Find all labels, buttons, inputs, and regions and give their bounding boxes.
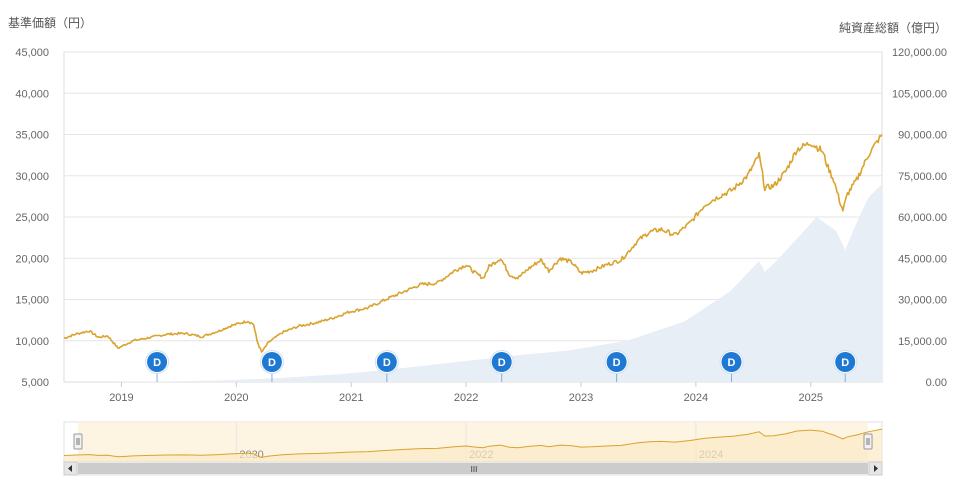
net-assets-area bbox=[64, 184, 882, 382]
scroll-right-button[interactable] bbox=[868, 461, 883, 476]
navigator-right-handle[interactable] bbox=[863, 433, 873, 450]
right-tick-label: 45,000.00 bbox=[898, 253, 947, 265]
left-tick-label: 30,000 bbox=[15, 171, 49, 183]
left-tick-label: 35,000 bbox=[15, 130, 49, 142]
navigator-left-handle[interactable] bbox=[73, 433, 83, 450]
right-axis-ticks: 0.00 15,000.00 30,000.00 45,000.00 60,000.00… bbox=[892, 47, 947, 389]
right-tick-label: 120,000.00 bbox=[892, 47, 947, 59]
x-tick-label: 2021 bbox=[339, 392, 363, 404]
scroll-left-button[interactable] bbox=[63, 461, 78, 476]
dividend-marker-label: D bbox=[728, 357, 736, 369]
navigator[interactable]: 202020222024 bbox=[63, 421, 883, 463]
dividend-marker[interactable]: D bbox=[374, 350, 399, 383]
scrollbar-thumb-grip: III bbox=[471, 465, 478, 474]
dividend-marker[interactable]: D bbox=[259, 350, 284, 383]
right-axis-title: 純資産総額（億円） bbox=[839, 20, 947, 35]
left-tick-label: 10,000 bbox=[15, 336, 49, 348]
dividend-marker-label: D bbox=[383, 357, 391, 369]
navigator-line bbox=[63, 428, 883, 462]
dividend-marker-label: D bbox=[841, 357, 849, 369]
nav-line bbox=[63, 134, 883, 353]
left-tick-label: 20,000 bbox=[15, 253, 49, 265]
dividend-marker[interactable]: D bbox=[719, 350, 744, 383]
x-tick-label: 2024 bbox=[684, 392, 708, 404]
navigator-area bbox=[64, 429, 882, 462]
x-axis-ticks: 2019 2020 2021 2022 2023 2024 2025 bbox=[109, 382, 823, 404]
navigator-nav-line bbox=[63, 428, 883, 458]
scrollbar[interactable]: III bbox=[63, 461, 883, 476]
x-tick-label: 2020 bbox=[224, 392, 248, 404]
right-tick-label: 105,000.00 bbox=[892, 88, 947, 100]
right-tick-label: 75,000.00 bbox=[898, 171, 947, 183]
left-tick-label: 25,000 bbox=[15, 212, 49, 224]
left-axis-ticks: 5,000 10,000 15,000 20,000 25,000 30,000 35,00… bbox=[15, 47, 49, 389]
right-tick-label: 90,000.00 bbox=[898, 130, 947, 142]
scrollbar-thumb[interactable] bbox=[78, 463, 868, 474]
chevron-left-icon bbox=[68, 465, 72, 472]
x-tick-label: 2019 bbox=[109, 392, 133, 404]
left-tick-label: 45,000 bbox=[15, 47, 49, 59]
left-tick-label: 5,000 bbox=[21, 377, 49, 389]
chevron-right-icon bbox=[874, 465, 878, 472]
right-tick-label: 15,000.00 bbox=[898, 336, 947, 348]
dividend-marker-label: D bbox=[153, 357, 161, 369]
dividend-marker[interactable]: D bbox=[489, 350, 514, 383]
x-tick-label: 2022 bbox=[454, 392, 478, 404]
dividend-marker-label: D bbox=[613, 357, 621, 369]
right-tick-label: 0.00 bbox=[926, 377, 947, 389]
x-tick-label: 2023 bbox=[569, 392, 593, 404]
right-tick-label: 30,000.00 bbox=[898, 295, 947, 307]
dividend-marker-label: D bbox=[268, 357, 276, 369]
left-axis-title: 基準価額（円） bbox=[8, 15, 92, 30]
left-tick-label: 15,000 bbox=[15, 295, 49, 307]
left-tick-label: 40,000 bbox=[15, 88, 49, 100]
nav-line-layer bbox=[63, 134, 883, 353]
net-assets-area-path bbox=[64, 184, 882, 382]
right-tick-label: 60,000.00 bbox=[898, 212, 947, 224]
dividend-marker[interactable]: D bbox=[145, 350, 170, 383]
dividend-marker-label: D bbox=[498, 357, 506, 369]
dividend-marker[interactable]: D bbox=[833, 350, 858, 383]
dividend-marker[interactable]: D bbox=[604, 350, 629, 383]
x-tick-label: 2025 bbox=[799, 392, 823, 404]
